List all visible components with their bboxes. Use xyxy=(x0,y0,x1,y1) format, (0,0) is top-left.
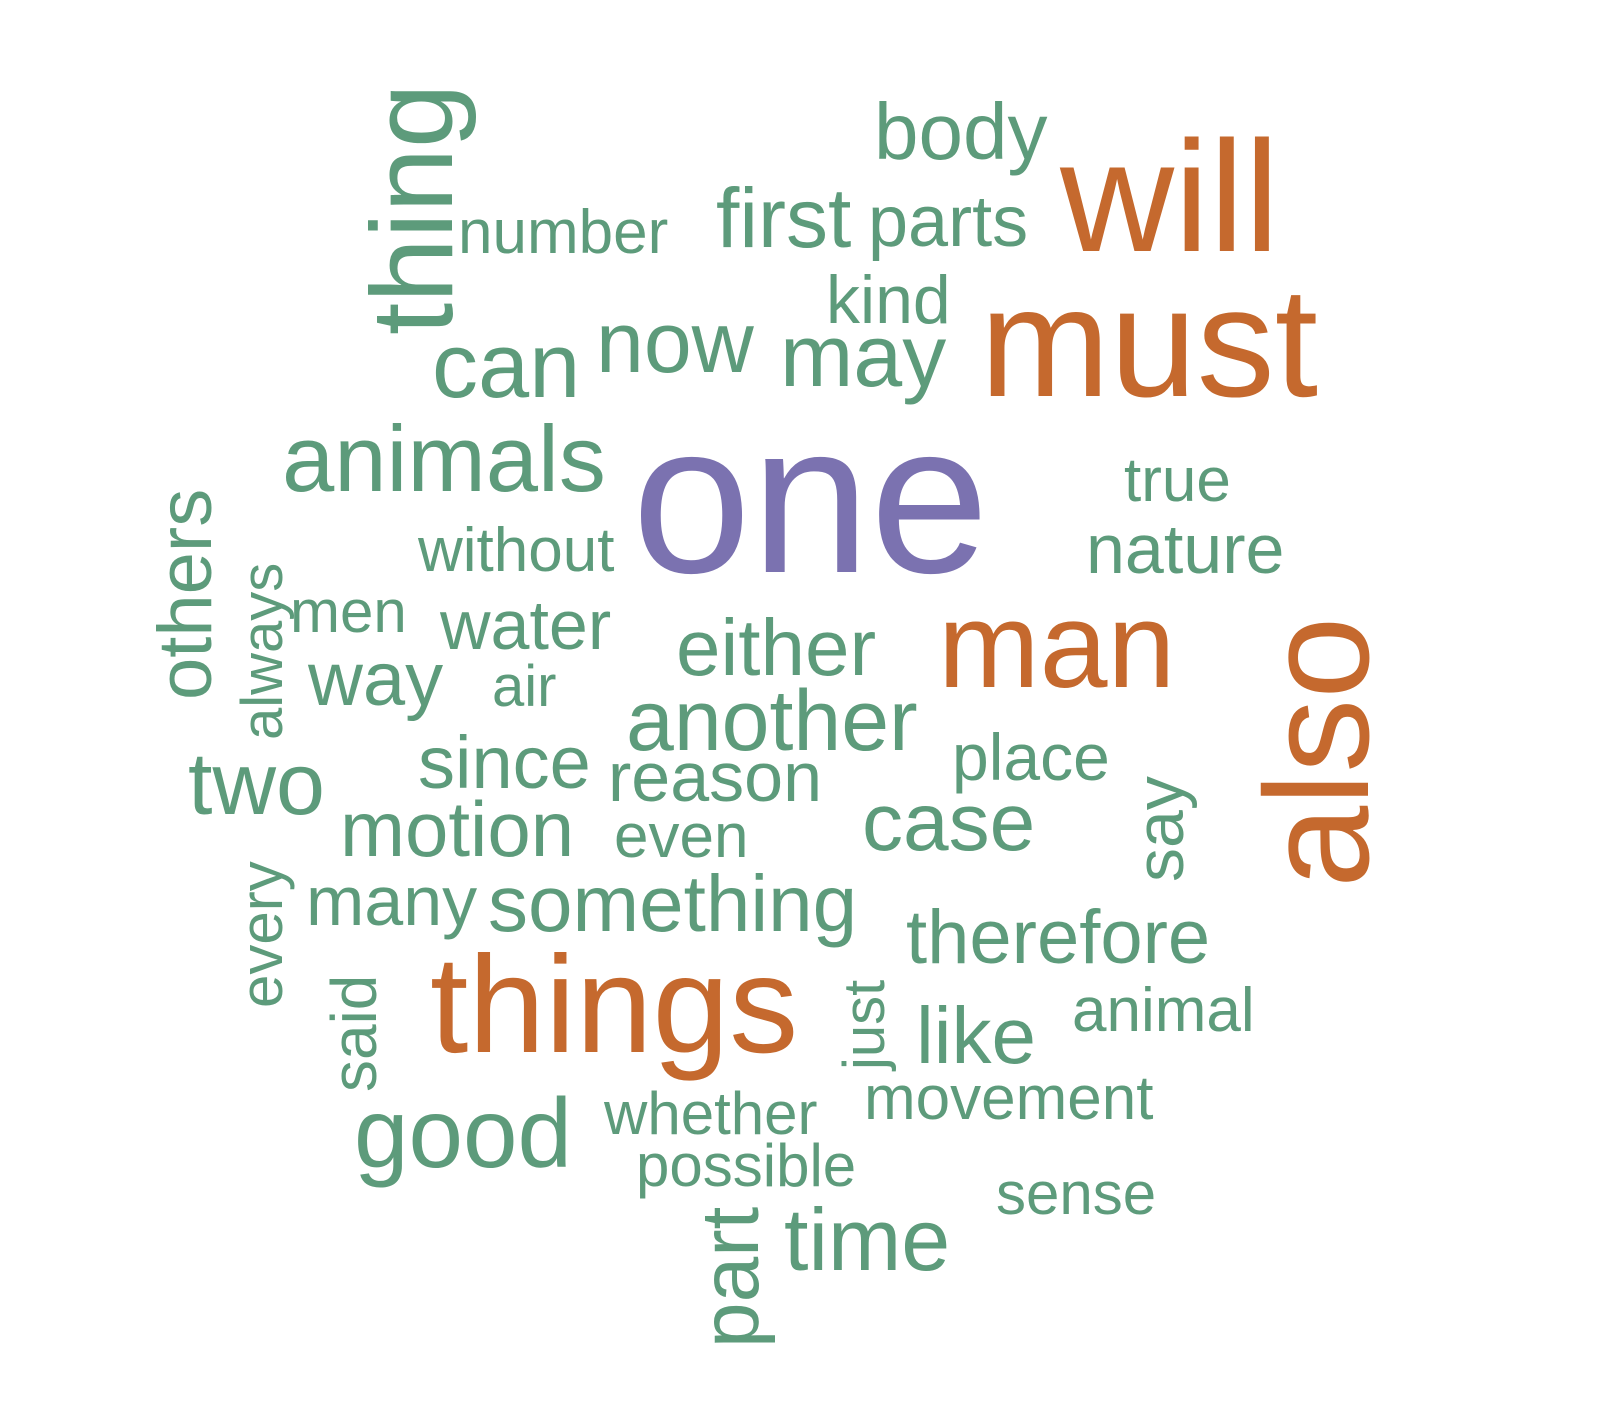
word-men: men xyxy=(290,578,407,645)
word-number: number xyxy=(458,198,669,267)
word-reason: reason xyxy=(608,738,823,816)
word-air: air xyxy=(492,654,557,719)
word-way: way xyxy=(308,637,444,722)
word-others: others xyxy=(143,488,228,700)
word-one: one xyxy=(632,379,990,618)
word-say: say xyxy=(1122,776,1198,882)
word-always: always xyxy=(230,562,295,740)
word-like: like xyxy=(916,991,1037,1080)
word-first: first xyxy=(716,171,852,265)
word-sense: sense xyxy=(996,1160,1157,1227)
word-man: man xyxy=(938,577,1176,713)
word-thing: thing xyxy=(347,83,477,335)
word-said: said xyxy=(318,974,390,1092)
word-place: place xyxy=(952,720,1110,794)
word-possible: possible xyxy=(636,1132,857,1199)
word-motion: motion xyxy=(340,785,575,873)
word-good: good xyxy=(354,1078,573,1188)
word-therefore: therefore xyxy=(906,895,1211,980)
word-things: things xyxy=(430,928,799,1082)
word-whether: whether xyxy=(604,1080,818,1147)
word-time: time xyxy=(784,1190,951,1289)
word-movement: movement xyxy=(864,1064,1154,1133)
word-every: every xyxy=(228,861,295,1008)
word-will: will xyxy=(1060,109,1280,285)
word-parts: parts xyxy=(868,182,1029,262)
word-many: many xyxy=(306,862,478,940)
word-even: even xyxy=(614,802,749,871)
word-another: another xyxy=(626,673,918,769)
word-water: water xyxy=(440,586,612,664)
word-case: case xyxy=(862,777,1036,868)
word-two: two xyxy=(188,734,325,833)
word-also: also xyxy=(1235,616,1400,888)
word-now: now xyxy=(596,295,754,391)
word-must: must xyxy=(980,256,1319,430)
word-kind: kind xyxy=(826,262,951,338)
word-without: without xyxy=(418,516,615,585)
word-body: body xyxy=(874,87,1048,176)
word-something: something xyxy=(488,859,858,948)
word-animals: animals xyxy=(282,406,606,511)
word-nature: nature xyxy=(1086,510,1285,588)
word-part: part xyxy=(685,1206,776,1348)
word-true: true xyxy=(1124,446,1231,515)
word-since: since xyxy=(418,721,591,804)
word-can: can xyxy=(432,315,581,417)
word-just: just xyxy=(832,979,897,1070)
word-may: may xyxy=(780,306,947,405)
word-animal: animal xyxy=(1072,976,1255,1045)
word-either: either xyxy=(676,603,877,692)
